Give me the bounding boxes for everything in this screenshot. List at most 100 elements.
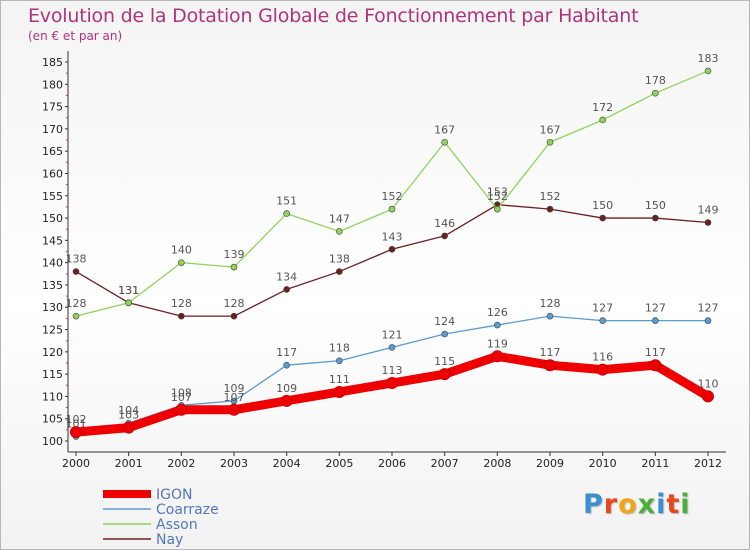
data-label-nay: 128 xyxy=(224,297,245,310)
data-label-nay: 153 xyxy=(487,186,508,199)
data-label-igon: 107 xyxy=(171,391,192,404)
data-label-igon: 111 xyxy=(329,373,350,386)
data-label-igon: 113 xyxy=(382,364,403,377)
data-label-asson: 152 xyxy=(382,190,403,203)
data-label-asson: 131 xyxy=(118,284,139,297)
data-label-nay: 131 xyxy=(118,284,139,297)
data-label-igon: 103 xyxy=(118,409,139,422)
data-point-nay xyxy=(336,268,343,275)
data-point-coarraze xyxy=(652,317,659,324)
data-point-asson xyxy=(178,259,185,266)
data-point-igon xyxy=(649,359,662,372)
data-point-coarraze xyxy=(388,344,396,351)
data-point-coarraze xyxy=(546,312,554,320)
x-tick-label: 2007 xyxy=(431,457,459,470)
data-point-asson xyxy=(441,138,448,146)
data-label-asson: 183 xyxy=(698,52,719,65)
chart-subtitle: (en € et par an) xyxy=(28,29,123,43)
data-point-asson xyxy=(125,299,132,307)
y-tick-label: 180 xyxy=(42,78,63,91)
logo-letter: t xyxy=(666,489,681,520)
y-tick-label: 165 xyxy=(42,145,63,158)
data-label-igon: 102 xyxy=(66,413,87,426)
data-point-coarraze xyxy=(283,361,290,369)
data-point-nay xyxy=(388,245,396,253)
y-tick-label: 135 xyxy=(42,279,63,292)
data-label-igon: 109 xyxy=(276,382,297,395)
data-label-asson: 178 xyxy=(645,74,666,87)
data-label-nay: 138 xyxy=(66,253,87,266)
legend-label-asson: Asson xyxy=(156,517,198,533)
x-tick-label: 2012 xyxy=(694,457,722,470)
data-label-coarraze: 104 xyxy=(118,404,139,417)
data-point-igon xyxy=(544,359,556,372)
x-tick-label: 2008 xyxy=(483,457,511,470)
x-tick-label: 2011 xyxy=(641,457,669,470)
data-point-igon xyxy=(333,385,346,398)
data-point-igon xyxy=(228,403,240,416)
data-point-nay xyxy=(230,312,238,320)
data-point-coarraze xyxy=(336,357,343,365)
data-label-nay: 152 xyxy=(540,190,561,203)
data-label-nay: 150 xyxy=(592,199,613,212)
data-label-coarraze: 126 xyxy=(487,306,508,319)
y-tick-label: 115 xyxy=(42,368,63,381)
y-tick-label: 105 xyxy=(42,413,63,426)
y-tick-label: 170 xyxy=(42,123,63,136)
data-label-nay: 134 xyxy=(276,270,297,283)
data-point-nay xyxy=(441,232,448,240)
x-tick-label: 2002 xyxy=(167,457,195,470)
data-label-asson: 147 xyxy=(329,212,350,225)
data-label-igon: 107 xyxy=(224,391,245,404)
data-point-nay xyxy=(546,205,554,213)
data-point-igon xyxy=(175,403,188,416)
data-label-coarraze: 127 xyxy=(645,302,666,315)
data-label-coarraze: 128 xyxy=(540,297,561,310)
data-label-coarraze: 127 xyxy=(698,302,719,315)
data-point-igon xyxy=(386,377,398,390)
y-tick-label: 150 xyxy=(42,212,63,225)
data-label-igon: 115 xyxy=(434,355,455,368)
logo-letter: x xyxy=(637,489,657,520)
data-point-nay xyxy=(283,286,290,293)
data-point-coarraze xyxy=(494,321,501,329)
data-point-asson xyxy=(652,89,659,97)
data-label-asson: 152 xyxy=(487,190,508,203)
y-tick-label: 145 xyxy=(42,234,63,247)
data-label-nay: 143 xyxy=(382,230,403,243)
y-tick-label: 140 xyxy=(42,257,63,270)
data-label-coarraze: 121 xyxy=(382,328,403,341)
y-tick-label: 120 xyxy=(42,346,63,359)
data-point-nay xyxy=(72,268,80,275)
data-label-nay: 149 xyxy=(698,204,719,217)
data-label-asson: 167 xyxy=(434,123,455,136)
data-point-asson xyxy=(704,67,712,75)
logo-letter: i xyxy=(656,489,667,520)
data-point-igon xyxy=(491,350,504,363)
data-point-asson xyxy=(388,205,396,213)
legend-label-coarraze: Coarraze xyxy=(156,502,219,518)
data-label-igon: 116 xyxy=(592,351,613,364)
data-label-asson: 140 xyxy=(171,244,192,257)
data-point-asson xyxy=(336,228,343,235)
data-label-igon: 117 xyxy=(540,346,561,359)
data-label-asson: 167 xyxy=(540,123,561,136)
data-point-asson xyxy=(230,263,238,271)
data-point-asson xyxy=(599,116,606,124)
data-point-igon xyxy=(70,426,82,439)
data-label-coarraze: 109 xyxy=(224,382,245,395)
data-point-asson xyxy=(494,205,501,213)
y-tick-label: 110 xyxy=(42,390,63,403)
y-tick-label: 185 xyxy=(42,56,63,69)
data-label-coarraze: 127 xyxy=(592,302,613,315)
y-tick-label: 130 xyxy=(42,301,63,314)
data-label-igon: 110 xyxy=(698,377,719,390)
y-tick-label: 100 xyxy=(42,435,63,448)
data-point-asson xyxy=(546,138,554,146)
chart-title: Evolution de la Dotation Globale de Fonc… xyxy=(28,5,639,27)
x-tick-label: 2010 xyxy=(589,457,617,470)
y-tick-label: 155 xyxy=(42,190,63,203)
x-tick-label: 2000 xyxy=(62,457,90,470)
